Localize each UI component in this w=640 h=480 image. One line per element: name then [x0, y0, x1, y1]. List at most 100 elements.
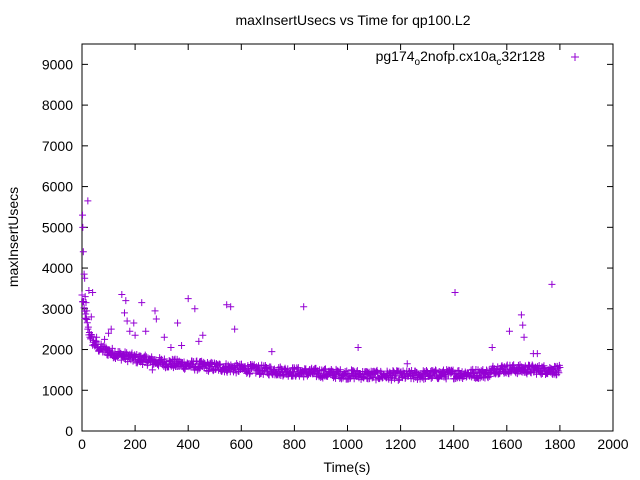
data-point — [521, 362, 529, 370]
data-point-outlier — [223, 301, 231, 309]
y-tick-label: 7000 — [42, 138, 73, 154]
x-axis-label: Time(s) — [324, 459, 371, 475]
data-point — [88, 331, 96, 339]
data-point-outlier — [174, 319, 182, 327]
data-point — [141, 351, 149, 359]
data-point — [442, 375, 450, 383]
data-point-outlier — [87, 313, 95, 321]
data-point — [245, 370, 253, 378]
data-point — [160, 355, 168, 363]
data-point-outlier — [93, 333, 101, 341]
data-point-outlier — [81, 293, 89, 301]
data-point — [270, 365, 278, 373]
data-point-outlier — [231, 325, 239, 333]
data-point — [83, 315, 91, 323]
data-point-outlier — [80, 270, 88, 278]
data-point — [546, 364, 554, 372]
x-tick-label: 1000 — [332, 436, 363, 452]
data-point — [139, 360, 147, 368]
data-point — [411, 367, 419, 375]
data-point-outlier — [227, 303, 235, 311]
data-point-outlier — [138, 299, 146, 307]
data-point-outlier — [505, 327, 513, 335]
data-point-outlier — [488, 343, 496, 351]
x-tick-label: 2000 — [597, 436, 628, 452]
legend-label-part: 2nofp.cx10a — [420, 48, 496, 64]
data-point — [455, 367, 463, 375]
data-point — [555, 369, 563, 377]
data-point — [340, 371, 348, 379]
y-tick-label: 1000 — [42, 382, 73, 398]
data-point — [499, 363, 507, 371]
data-point-outlier — [123, 317, 131, 325]
data-point-outlier — [118, 291, 126, 299]
data-point-outlier — [148, 366, 156, 374]
data-point-outlier — [83, 307, 91, 315]
data-point-outlier — [84, 197, 92, 205]
data-point-outlier — [152, 315, 160, 323]
x-tick-label: 800 — [283, 436, 307, 452]
data-point-outlier — [130, 319, 138, 327]
legend-label-subscript: c — [496, 57, 501, 68]
data-point — [155, 362, 163, 370]
data-point — [195, 365, 203, 373]
data-point-outlier — [167, 343, 175, 351]
x-tick-label: 1800 — [544, 436, 575, 452]
data-point-outlier — [131, 331, 139, 339]
data-point — [216, 361, 224, 369]
legend-label-part: 32r128 — [501, 48, 545, 64]
data-point-outlier — [519, 321, 527, 329]
data-point — [418, 374, 426, 382]
legend-label-part: pg174 — [376, 48, 415, 64]
chart-title: maxInsertUsecs vs Time for qp100.L2 — [236, 12, 471, 28]
y-tick-label: 9000 — [42, 56, 73, 72]
data-point — [88, 333, 96, 341]
legend-marker-plus — [571, 53, 579, 61]
data-point — [391, 375, 399, 383]
y-tick-label: 4000 — [42, 260, 73, 276]
data-point — [237, 360, 245, 368]
data-point-outlier — [178, 341, 186, 349]
data-point-outlier — [199, 331, 207, 339]
data-point — [320, 365, 328, 373]
data-point — [293, 365, 301, 373]
data-point-outlier — [451, 288, 459, 296]
data-point-outlier — [548, 280, 556, 288]
legend-label-subscript: o — [415, 57, 421, 68]
data-point — [420, 375, 428, 383]
data-point — [216, 360, 224, 368]
data-point-outlier — [354, 343, 362, 351]
data-point — [121, 348, 129, 356]
data-point — [554, 367, 562, 375]
x-tick-label: 1200 — [385, 436, 416, 452]
legend-label: pg174o2nofp.cx10ac32r128 — [376, 48, 546, 68]
data-point — [336, 366, 344, 374]
data-point — [556, 364, 564, 372]
data-point-outlier — [300, 303, 308, 311]
data-point-outlier — [533, 350, 541, 358]
data-point — [82, 314, 90, 322]
x-tick-label: 1400 — [438, 436, 469, 452]
data-point — [526, 367, 534, 375]
data-point-outlier — [184, 295, 192, 303]
data-point-outlier — [151, 307, 159, 315]
data-point-outlier — [105, 329, 113, 337]
y-axis-label: maxInsertUsecs — [5, 187, 21, 287]
data-point — [108, 344, 116, 352]
x-tick-label: 400 — [177, 436, 201, 452]
data-point — [83, 319, 91, 327]
data-point-outlier — [517, 311, 525, 319]
data-point-outlier — [101, 335, 109, 343]
data-point — [84, 323, 92, 331]
data-points — [78, 197, 564, 384]
y-tick-label: 2000 — [42, 342, 73, 358]
data-point — [486, 372, 494, 380]
data-point-outlier — [82, 299, 90, 307]
data-point-outlier — [89, 288, 97, 296]
data-point — [510, 361, 518, 369]
data-point — [539, 363, 547, 371]
data-point — [503, 362, 511, 370]
x-axis: 0 200 400 600 800 1000 1200 1400 1600 1800 2000 — [78, 44, 629, 452]
data-point — [131, 354, 139, 362]
